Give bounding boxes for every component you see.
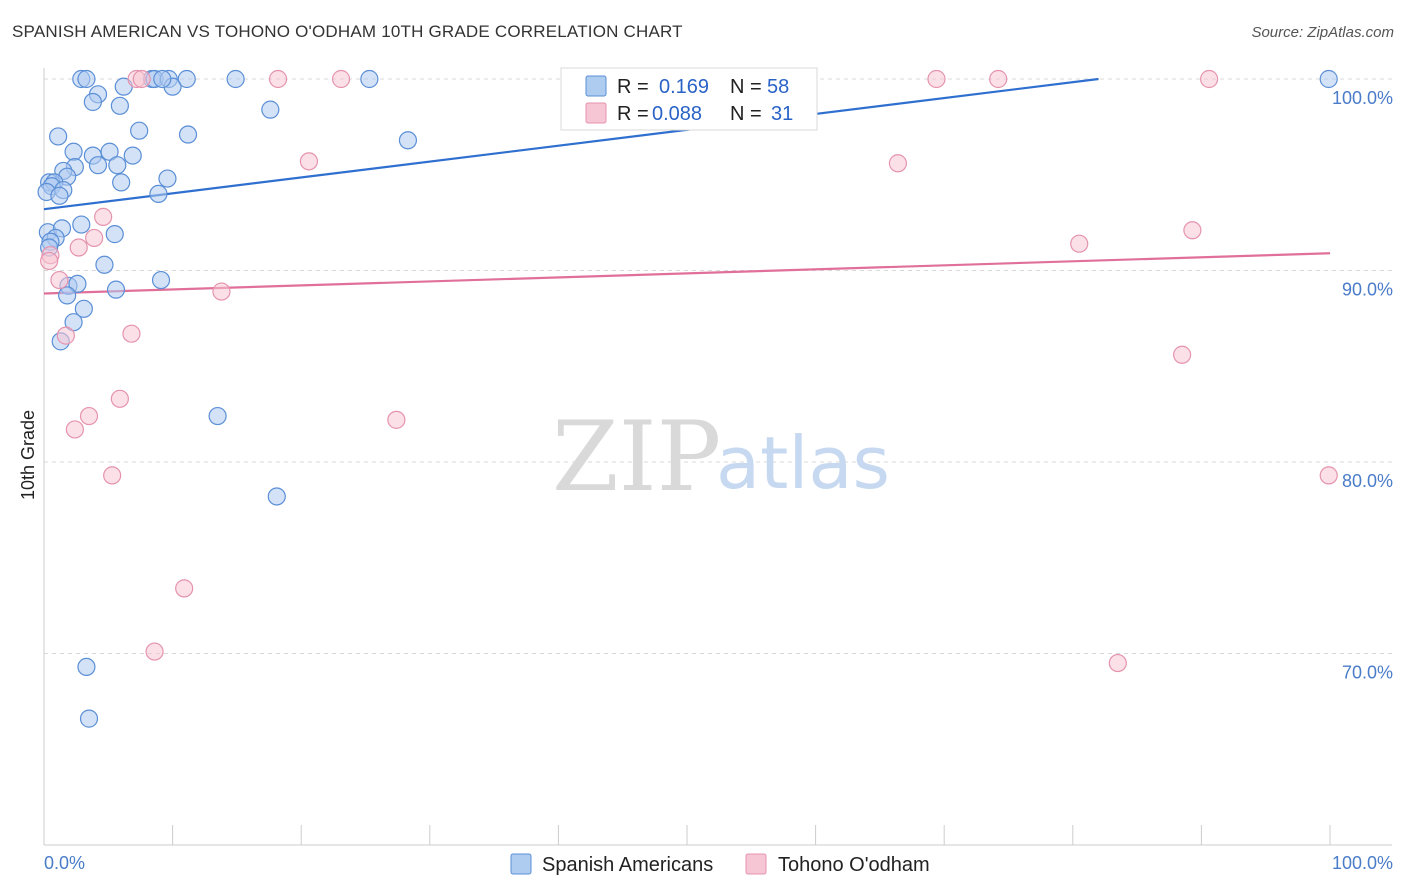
y-axis-label: 10th Grade [18,410,38,500]
y-tick-label: 70.0% [1342,663,1393,683]
point-tohono-oodham [299,152,319,171]
point-tohono-oodham [40,251,59,271]
legend-r-value: 0.169 [659,76,709,98]
point-tohono-oodham [94,207,113,226]
y-tick-label: 90.0% [1342,280,1393,300]
point-spanish-americans [398,131,418,150]
point-spanish-americans [100,142,119,161]
grid-lines [44,78,1392,654]
point-spanish-americans [130,121,149,140]
bottom-legend-swatch-spanish-americans [510,853,532,875]
point-spanish-americans [151,270,171,290]
bottom-legend-label-spanish-americans: Spanish Americans [542,854,713,876]
bottom-legend: Spanish Americans Tohono O'odham [510,853,930,876]
point-tohono-oodham [122,324,141,343]
point-spanish-americans [153,69,172,89]
point-tohono-oodham [387,410,406,429]
bottom-legend-swatch-tohono-oodham [745,853,767,875]
point-spanish-americans [68,274,87,294]
point-tohono-oodham [927,69,946,89]
point-spanish-americans [49,127,68,146]
point-tohono-oodham [103,466,122,485]
point-tohono-oodham [989,69,1008,89]
point-spanish-americans [208,406,227,426]
point-spanish-americans [58,286,77,305]
point-spanish-americans [158,169,177,188]
point-spanish-americans [64,313,83,332]
legend-n-value: 58 [767,76,789,98]
point-tohono-oodham [331,69,351,89]
point-tohono-oodham [1319,466,1338,485]
y-tick-label: 100.0% [1332,88,1393,108]
legend-r-label: R = [617,76,649,98]
axes [43,68,1392,846]
point-tohono-oodham [1108,653,1127,673]
point-spanish-americans [149,184,168,203]
source-attribution: Source: ZipAtlas.com [1251,24,1394,41]
point-tohono-oodham [268,69,288,89]
point-spanish-americans [77,69,96,89]
legend-n-label: N = [730,76,762,98]
point-tohono-oodham [175,579,194,598]
chart-title: SPANISH AMERICAN VS TOHONO O'ODHAM 10TH … [12,22,683,41]
point-spanish-americans [83,92,102,112]
watermark-atlas: atlas [716,421,890,505]
point-spanish-americans [178,125,198,144]
point-tohono-oodham [50,270,69,290]
point-tohono-oodham [56,326,75,345]
point-spanish-americans [106,280,126,299]
point-spanish-americans [360,69,379,89]
x-tick-label: 100.0% [1332,853,1393,873]
point-spanish-americans [105,225,124,244]
point-tohono-oodham [888,154,908,173]
point-spanish-americans [177,69,196,89]
legend-r-value: 0.088 [652,103,702,125]
point-spanish-americans [108,156,127,175]
point-spanish-americans [226,69,245,89]
x-tick-labels: 0.0% 100.0% [44,853,1393,873]
y-tick-label: 80.0% [1342,471,1393,491]
trend-line-spanish-americans [43,77,1099,211]
point-spanish-americans [123,146,142,165]
x-tick-label: 0.0% [44,853,85,873]
legend-swatch-spanish-americans [585,75,607,97]
point-tohono-oodham [110,389,129,408]
point-spanish-americans [88,156,108,175]
point-spanish-americans [77,657,96,677]
point-spanish-americans [50,186,69,205]
point-spanish-americans [79,709,99,728]
point-tohono-oodham [65,420,84,439]
data-points [37,69,1338,728]
legend-n-value: 31 [771,103,793,125]
point-tohono-oodham [69,238,88,257]
point-spanish-americans [261,100,280,119]
point-spanish-americans [74,299,93,318]
bottom-legend-label-tohono-oodham: Tohono O'odham [778,854,930,876]
point-tohono-oodham [79,406,99,426]
legend-r-label: R = [617,103,649,125]
point-tohono-oodham [1070,234,1089,253]
point-tohono-oodham [1183,221,1202,240]
point-spanish-americans [112,173,131,192]
legend-box: R = 0.169 N = 58 R = 0.088 N = 31 [560,67,818,131]
point-spanish-americans [267,487,286,506]
point-tohono-oodham [1173,345,1192,364]
point-tohono-oodham [132,69,151,89]
legend-swatch-tohono-oodham [585,102,607,124]
y-tick-labels: 100.0% 90.0% 80.0% 70.0% [1332,88,1393,683]
point-spanish-americans [72,215,91,234]
legend-n-label: N = [730,103,762,125]
point-tohono-oodham [85,228,104,248]
point-spanish-americans [1319,69,1338,89]
point-tohono-oodham [212,282,231,301]
trend-line-tohono-oodham [43,252,1331,295]
point-spanish-americans [110,96,129,115]
trend-lines [43,77,1331,295]
point-spanish-americans [95,255,114,274]
watermark-zip: ZIP [552,401,721,513]
point-tohono-oodham [145,642,164,661]
point-spanish-americans [64,142,83,161]
point-tohono-oodham [1200,69,1219,89]
